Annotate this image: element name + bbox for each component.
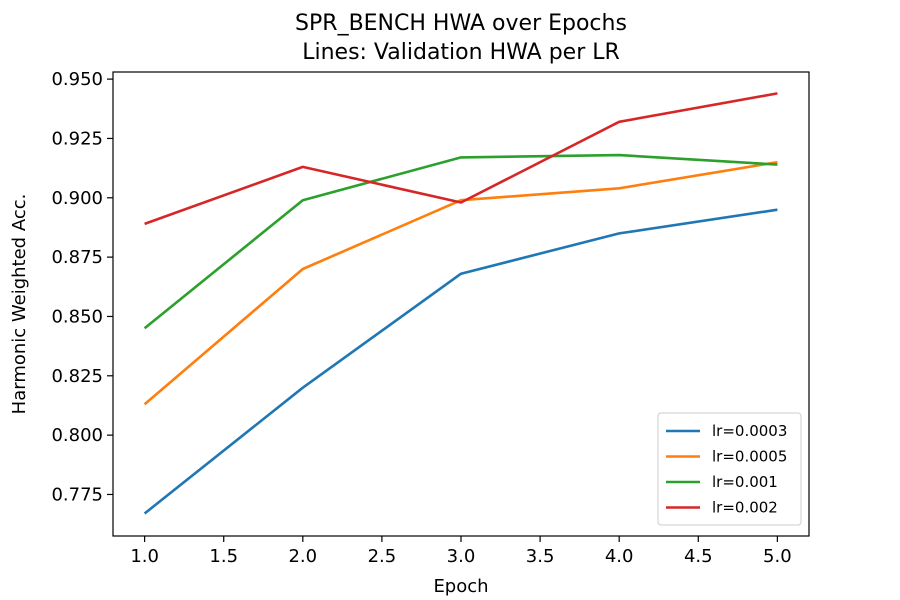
chart-title: SPR_BENCH HWA over Epochs bbox=[295, 11, 627, 36]
series-line-2 bbox=[143, 153, 778, 330]
legend-label: lr=0.0005 bbox=[712, 448, 787, 466]
legend-label: lr=0.0003 bbox=[712, 422, 787, 440]
x-tick-label: 1.0 bbox=[130, 546, 159, 567]
legend-box bbox=[657, 412, 802, 526]
plot-frame bbox=[112, 71, 810, 537]
x-axis-ticks: 1.0 1.5 2.0 2.5 3.0 3.5 4.0 4.5 5.0 bbox=[130, 536, 792, 567]
legend: lr=0.0003 lr=0.0005 lr=0.001 lr=0.002 bbox=[657, 412, 802, 526]
chart-subtitle: Lines: Validation HWA per LR bbox=[302, 40, 620, 65]
x-axis-label: Epoch bbox=[433, 576, 488, 597]
x-tick-label: 3.5 bbox=[526, 546, 555, 567]
y-tick-label: 0.775 bbox=[51, 484, 103, 505]
x-tick-label: 4.5 bbox=[684, 546, 713, 567]
y-tick-label: 0.950 bbox=[51, 69, 103, 90]
legend-label: lr=0.001 bbox=[712, 473, 778, 491]
x-tick-label: 2.5 bbox=[368, 546, 397, 567]
x-tick-label: 5.0 bbox=[763, 546, 792, 567]
x-tick-label: 4.0 bbox=[605, 546, 634, 567]
y-axis-label: Harmonic Weighted Acc. bbox=[9, 194, 30, 415]
y-tick-label: 0.800 bbox=[51, 425, 103, 446]
legend-label: lr=0.002 bbox=[712, 499, 778, 517]
x-tick-label: 1.5 bbox=[209, 546, 238, 567]
series-line-0 bbox=[143, 208, 778, 515]
x-tick-label: 2.0 bbox=[288, 546, 317, 567]
series-line-3 bbox=[144, 92, 778, 226]
y-tick-label: 0.825 bbox=[51, 366, 103, 387]
x-tick-label: 3.0 bbox=[447, 546, 476, 567]
y-tick-label: 0.875 bbox=[51, 247, 103, 268]
y-tick-label: 0.900 bbox=[51, 188, 103, 209]
series-lines bbox=[143, 92, 778, 515]
y-axis-ticks: 0.775 0.800 0.825 0.850 0.875 0.900 0.925 0.950 bbox=[51, 69, 113, 505]
y-tick-label: 0.925 bbox=[51, 128, 103, 149]
series-line-1 bbox=[143, 160, 778, 406]
y-tick-label: 0.850 bbox=[51, 306, 103, 327]
